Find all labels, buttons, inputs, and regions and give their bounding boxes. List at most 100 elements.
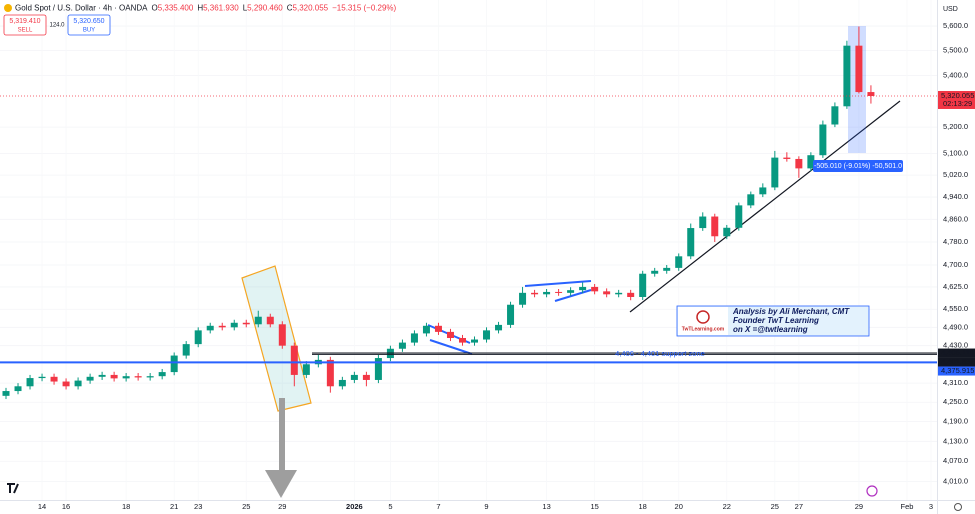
x-tick-label: 2026 — [346, 502, 363, 511]
level-label: 4,406.119 — [941, 348, 974, 357]
x-tick-label: 7 — [436, 502, 440, 511]
marks — [2, 26, 875, 400]
candle-body — [446, 331, 454, 338]
candle-body — [350, 374, 358, 380]
candle-body — [855, 45, 863, 93]
candle-body — [230, 322, 238, 328]
x-tick-label: 9 — [484, 502, 488, 511]
arrow-head — [265, 470, 297, 498]
candle-body — [639, 273, 647, 297]
candle-body — [2, 391, 10, 396]
buy-price: 5,320.650 — [73, 18, 104, 25]
candle-body — [495, 324, 503, 331]
buy-button[interactable] — [67, 14, 111, 36]
alert-icon[interactable] — [866, 485, 878, 497]
x-tick-label: 14 — [38, 502, 46, 511]
candle-body — [747, 194, 755, 206]
candle-body — [471, 339, 479, 343]
candle-body — [14, 386, 22, 392]
y-tick-label: 4,490.0 — [943, 322, 968, 331]
candle-body — [26, 378, 34, 387]
candle-body — [819, 124, 827, 156]
candle-body — [290, 345, 298, 375]
candle-body — [615, 292, 623, 295]
zone-label: 4,406 - 4,401 support zone — [615, 349, 705, 358]
candle-body — [362, 374, 370, 380]
flag-line — [429, 339, 473, 355]
candle-body — [62, 381, 70, 387]
x-tick-label: 23 — [194, 502, 202, 511]
x-tick-label: 25 — [242, 502, 250, 511]
level-tag — [938, 357, 975, 367]
candle-body — [555, 291, 563, 293]
x-tick-label: Feb — [900, 502, 913, 511]
candle-body — [831, 106, 839, 125]
candle-body — [86, 376, 94, 381]
y-tick-label: 4,940.0 — [943, 192, 968, 201]
candle-body — [867, 92, 875, 96]
candle-body — [302, 364, 310, 375]
candle-body — [242, 322, 250, 325]
price-axis: 5,600.0 5,500.0 5,400.0 5,200.0 5,100.0 5,020… — [38, 21, 975, 511]
x-tick-label: 18 — [122, 502, 130, 511]
quote-value: 5,320.055 — [293, 4, 329, 13]
x-tick-label: 16 — [62, 502, 70, 511]
grid — [0, 25, 937, 482]
trend-line — [629, 100, 901, 313]
candle-body — [807, 155, 815, 169]
candle-body — [194, 330, 202, 345]
candle-body — [759, 187, 767, 195]
candle-body — [783, 157, 791, 159]
y-tick-label: 4,070.0 — [943, 456, 968, 465]
candle-body — [158, 372, 166, 377]
y-tick-label: 4,550.0 — [943, 304, 968, 313]
y-tick-label: 4,130.0 — [943, 436, 968, 445]
y-tick-label: 5,500.0 — [943, 46, 968, 55]
x-tick-label: 29 — [855, 502, 863, 511]
buy-label: BUY — [83, 28, 95, 34]
quote-value: 5,361.930 — [203, 4, 239, 13]
candle-body — [146, 376, 154, 378]
y-tick-label: 4,625.0 — [943, 282, 968, 291]
candle-body — [699, 216, 707, 229]
candle-body — [591, 286, 599, 292]
candle-body — [795, 158, 803, 169]
x-tick-label: 15 — [590, 502, 598, 511]
candle-body — [543, 291, 551, 295]
candle-body — [531, 292, 539, 295]
x-tick-label: 25 — [771, 502, 779, 511]
note-line: on X =@twtlearning — [733, 325, 808, 334]
quote-value: 5,335.400 — [158, 4, 194, 13]
level-tag — [938, 366, 975, 376]
level-label: 4,401.832 — [941, 357, 974, 366]
candle-body — [182, 344, 190, 356]
logo-icon — [696, 310, 710, 324]
candle-body — [483, 330, 491, 340]
candle-body — [723, 227, 731, 237]
x-tick-label: 21 — [170, 502, 178, 511]
sell-price: 5,319.410 — [9, 18, 40, 25]
candle-body — [663, 267, 671, 271]
settings-icon[interactable] — [954, 503, 962, 511]
candle-body — [687, 228, 695, 257]
candle-body — [519, 292, 527, 305]
price-label: 5,320.055 — [941, 91, 974, 100]
quote-change: −15.315 (−0.29%) — [332, 4, 396, 13]
measure-label: -505.010 (-9.01%) -50,501.0 — [814, 163, 902, 170]
sell-button[interactable] — [3, 14, 47, 36]
y-tick-label: 4,780.0 — [943, 237, 968, 246]
candle-body — [603, 291, 611, 295]
y-tick-label: 4,310.0 — [943, 378, 968, 387]
y-tick-label: 5,020.0 — [943, 170, 968, 179]
quote-value: 5,290.460 — [247, 4, 283, 13]
header-line: Gold Spot / U.S. Dollar · 4h · OANDA O5,3… — [15, 4, 397, 13]
candle-body — [458, 337, 466, 343]
candle-body — [434, 325, 442, 332]
candle-body — [567, 290, 575, 293]
y-tick-label: 4,430.0 — [943, 341, 968, 350]
candle-body — [122, 376, 130, 379]
x-tick-label: 13 — [542, 502, 550, 511]
candle-body — [843, 45, 851, 107]
